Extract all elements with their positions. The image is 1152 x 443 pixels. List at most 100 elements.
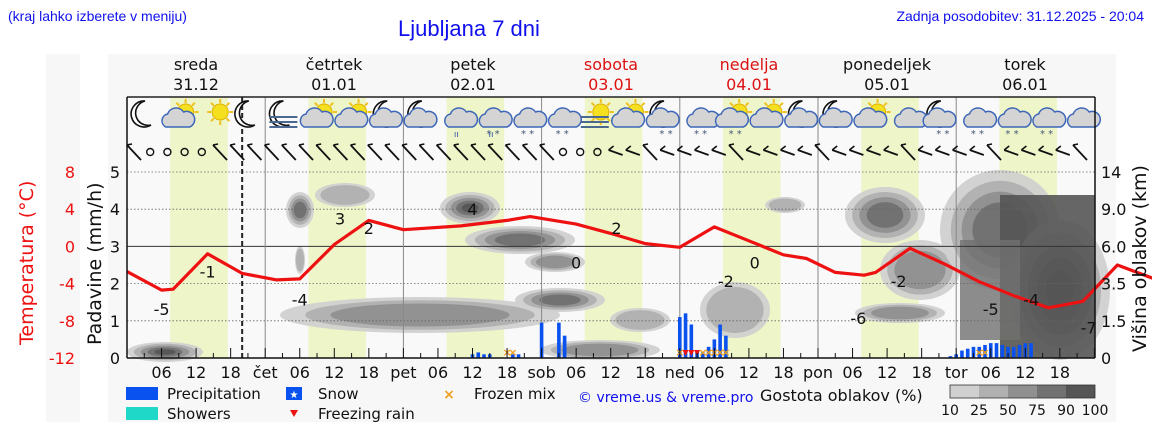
temperature-label: 3 (335, 210, 345, 229)
moon-cloud-snow-icon: * * (922, 100, 957, 140)
wind-barb-icon (246, 143, 263, 161)
wind-barb-icon (281, 143, 297, 161)
wind-barb-icon (625, 145, 641, 156)
location-hint[interactable]: (kraj lahko izberete v meniju) (8, 8, 187, 24)
svg-text:* *: * * (521, 129, 534, 140)
sun-cloud-icon (299, 99, 337, 128)
temperature-label: -2 (718, 272, 734, 291)
wind-barb-icon (401, 143, 417, 161)
x-tick-label: 06 (842, 363, 862, 382)
svg-text:* *: * * (1005, 129, 1018, 140)
precip-bar (977, 346, 982, 358)
svg-text:-12: -12 (49, 349, 75, 368)
svg-text:×: × (980, 346, 989, 359)
svg-text:* *: * * (694, 129, 707, 140)
svg-text:×: × (443, 387, 455, 403)
svg-text:×: × (975, 346, 984, 359)
wind-barb-icon (145, 147, 155, 157)
precip-bar (511, 354, 515, 358)
temperature-label: -5 (154, 300, 170, 319)
wind-barb-icon (435, 143, 452, 161)
sun-cloud-icon (749, 99, 787, 128)
wind-barb-icon (470, 143, 486, 161)
x-tick-label: čet (253, 363, 278, 382)
day-date: 02.01 (450, 75, 496, 94)
sun-cloud-icon (611, 99, 649, 128)
svg-text:4: 4 (65, 200, 75, 219)
x-tick-label: tor (945, 363, 968, 382)
x-tick-label: 12 (739, 363, 759, 382)
wind-barb-icon (384, 143, 400, 161)
wind-barb-icon (608, 145, 623, 156)
cloud-snow-icon: * * (513, 107, 548, 140)
last-update: Zadnja posodobitev: 31.12.2025 - 20:04 (896, 8, 1144, 24)
day-name: ponedeljek (843, 55, 932, 74)
svg-text:* *: * * (659, 129, 672, 140)
sun-icon (207, 99, 234, 125)
wind-barb-icon (487, 143, 503, 161)
wind-barb-icon (952, 145, 967, 156)
x-tick-label: 12 (601, 363, 621, 382)
day-date: 03.01 (588, 75, 634, 94)
x-tick-label: 12 (462, 363, 482, 382)
x-tick-label: 12 (186, 363, 206, 382)
moon-cloud-icon (368, 100, 404, 128)
svg-text:Freezing rain: Freezing rain (318, 405, 415, 423)
svg-text:2: 2 (110, 275, 120, 294)
wind-barb-icon (315, 143, 331, 161)
svg-text:×: × (508, 346, 517, 359)
sun-cloud-icon (161, 99, 199, 128)
svg-text:* *: * * (486, 129, 499, 140)
wind-barb-icon (969, 145, 985, 156)
wind-barb-icon (367, 143, 383, 161)
svg-text:3.5: 3.5 (1101, 275, 1126, 294)
wind-barb-icon (676, 145, 692, 156)
wind-barb-icon (453, 143, 469, 161)
x-tick-label: sob (527, 363, 555, 382)
svg-text:8: 8 (65, 163, 75, 182)
wind-barb-icon (711, 145, 727, 156)
x-tick-label: 06 (981, 363, 1001, 382)
svg-text:0: 0 (110, 349, 120, 368)
cloud-snow-icon: * * (547, 107, 583, 140)
day-name: četrtek (306, 55, 364, 74)
x-tick-label: 12 (324, 363, 344, 382)
wind-barb-icon (745, 145, 761, 156)
grid (127, 96, 1095, 358)
wind-barb-icon (163, 147, 172, 157)
wind-barb-icon (694, 145, 709, 156)
precip-bar (971, 346, 976, 358)
weather-icons-row: ıı * *ıı * * * * * * * * * * * * * * * * * * (130, 99, 1102, 140)
precip-bar (557, 322, 561, 358)
x-tick-label: pon (803, 363, 833, 382)
precip-bar (701, 352, 705, 358)
svg-text:×: × (698, 346, 707, 359)
wind-barb-icon (814, 143, 830, 161)
precip-bar (965, 348, 970, 358)
svg-text:3: 3 (110, 237, 120, 256)
x-tick-label: 18 (220, 363, 240, 382)
wind-barb-icon (576, 147, 585, 157)
wind-barb-icon (229, 143, 245, 161)
precip-bar (1017, 344, 1022, 358)
day-date: 05.01 (864, 75, 910, 94)
wind-barb-icon (418, 143, 435, 161)
svg-text:Gostota oblakov (%): Gostota oblakov (%) (760, 386, 923, 405)
temperature-label: -4 (292, 291, 308, 310)
x-tick-label: 18 (1050, 363, 1070, 382)
svg-text:5: 5 (110, 163, 120, 182)
wind-barb-icon (659, 145, 675, 156)
day-name: petek (450, 55, 496, 74)
x-tick-label: 18 (635, 363, 655, 382)
x-tick-label: 06 (566, 363, 586, 382)
moon-icon (130, 100, 152, 128)
wind-barb-icon (642, 143, 658, 161)
day-name: sobota (584, 55, 638, 74)
precip-bar (948, 356, 953, 358)
credit-link[interactable]: © vreme.us & vreme.pro (578, 390, 753, 406)
svg-text:Snow: Snow (318, 385, 358, 403)
wind-barbs-row (126, 143, 1088, 161)
precip-bar (678, 317, 682, 358)
svg-text:×: × (721, 346, 730, 359)
cloud-rain-snow-icon: * *ıı (478, 107, 513, 140)
